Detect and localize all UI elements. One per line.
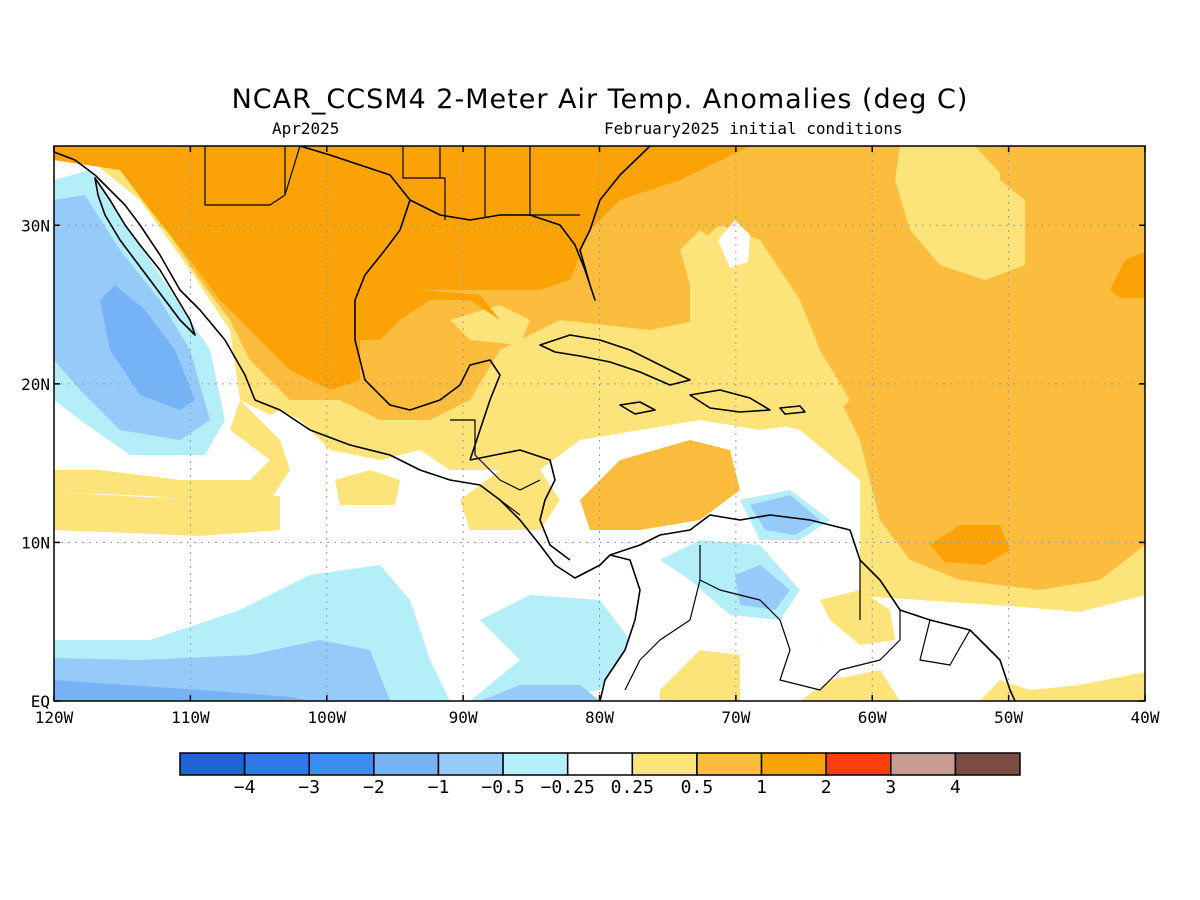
colorbar-swatch [696, 752, 763, 776]
anomaly-neg0.5-colombia [735, 565, 790, 610]
anomaly-neg0.5-colombia-coast [480, 685, 600, 701]
colorbar-swatch [631, 752, 698, 776]
anomaly-0.25-guiana-coast [980, 672, 1145, 701]
anomaly-0.25-venezuela [820, 590, 895, 645]
gridlines [54, 146, 1145, 701]
initial-conditions-label: February2025 initial conditions [604, 119, 903, 138]
colorbar-swatch [373, 752, 440, 776]
cuba [539, 334, 691, 386]
south-america-coast [609, 514, 1016, 701]
colorbar-swatch [954, 752, 1021, 776]
colorbar [179, 752, 1021, 776]
anomaly-1-region [54, 146, 750, 390]
map-title: NCAR_CCSM4 2-Meter Air Temp. Anomalies (… [231, 84, 969, 115]
latitude-ticks [54, 224, 1145, 702]
colorbar-swatch [437, 752, 504, 776]
colorbar-swatch [760, 752, 827, 776]
hispaniola [689, 389, 771, 413]
longitude-ticks [53, 146, 1146, 701]
lat-tick-label: 10N [21, 533, 50, 552]
anomaly-neg0.5-venezuela [750, 495, 820, 535]
us-gulf-coast [409, 146, 651, 301]
anomaly-0.25-pacific-band [54, 400, 290, 500]
colorbar-swatch [502, 752, 569, 776]
colorbar-label: −1 [428, 777, 450, 798]
anomaly-0.25-central-pacific [460, 470, 560, 530]
anomaly-0.5-caribbean-blob [580, 440, 740, 530]
colorbar-label: 3 [885, 777, 896, 798]
anomaly-neg1-baja [100, 285, 195, 410]
longitude-labels: 120W 110W 100W 90W 80W 70W 60W 50W 40W [35, 708, 1160, 727]
baja-california [94, 177, 196, 336]
lon-tick-label: 80W [585, 708, 614, 727]
colorbar-label: −2 [363, 777, 385, 798]
colorbar-label: −3 [298, 777, 320, 798]
central-america-caribbean-coast [469, 449, 571, 561]
anomaly-0.25-colombia [660, 650, 740, 701]
colorbar-label: 2 [821, 777, 832, 798]
anomaly-0.25-pacific-band-south [54, 492, 280, 536]
anomaly-1-atlantic-blob [930, 525, 1010, 565]
colorbar-swatch [179, 752, 246, 776]
anomaly-field [54, 146, 1145, 701]
colorbar-label: 1 [756, 777, 767, 798]
anomaly-neg0.5-south-pacific [54, 640, 390, 701]
colorbar-label: 0.25 [611, 777, 654, 798]
south-america-borders [624, 545, 971, 691]
coastlines [54, 146, 1016, 701]
colorbar-label: −4 [234, 777, 256, 798]
lon-tick-label: 50W [994, 708, 1023, 727]
mexico-gulf-coast [299, 146, 501, 461]
us-state-borders [204, 146, 580, 220]
central-america-borders [450, 419, 541, 516]
lon-tick-label: 100W [307, 708, 346, 727]
colorbar-swatch [890, 752, 957, 776]
neutral-hole [718, 220, 750, 268]
colorbar-swatch [308, 752, 375, 776]
anomaly-0.25-gulf [450, 305, 530, 345]
lat-tick-label: EQ [31, 692, 50, 711]
anomaly-0.25-caribbean [560, 225, 850, 440]
lon-tick-label: 40W [1131, 708, 1160, 727]
mexico-pacific-coast [54, 151, 641, 701]
lon-tick-label: 90W [449, 708, 478, 727]
anomaly-0.5-atlantic-east [1000, 146, 1145, 300]
colorbar-swatch [243, 752, 310, 776]
lat-tick-label: 30N [21, 216, 50, 235]
lat-tick-label: 20N [21, 375, 50, 394]
colorbar-label: −0.25 [541, 777, 595, 798]
lon-tick-label: 110W [171, 708, 210, 727]
colorbar-label: 0.5 [681, 777, 714, 798]
colorbar-label: −0.5 [481, 777, 524, 798]
colorbar-label: 4 [950, 777, 961, 798]
anomaly-1-gulf-lobe [360, 290, 500, 340]
jamaica [619, 401, 656, 415]
lon-tick-label: 70W [721, 708, 750, 727]
colorbar-labels: −4 −3 −2 −1 −0.5 −0.25 0.25 0.5 1 2 3 4 [234, 777, 961, 798]
anomaly-0.25-offshore [335, 470, 400, 505]
lon-tick-label: 60W [858, 708, 887, 727]
anomaly-neg0.25-colombia-coast [470, 595, 630, 701]
colorbar-swatch [566, 752, 634, 776]
anomaly-1-atlantic-edge [1110, 252, 1145, 298]
puerto-rico [779, 405, 806, 415]
colorbar-swatch [825, 752, 892, 776]
anomaly-0.25-inner-atlantic [895, 146, 1025, 280]
lon-tick-label: 120W [35, 708, 74, 727]
anomaly-neg1-south-pacific [54, 680, 310, 701]
anomaly-0.25-south [800, 670, 900, 701]
latitude-labels: EQ 10N 20N 30N [21, 216, 50, 711]
forecast-month-label: Apr2025 [272, 119, 340, 138]
